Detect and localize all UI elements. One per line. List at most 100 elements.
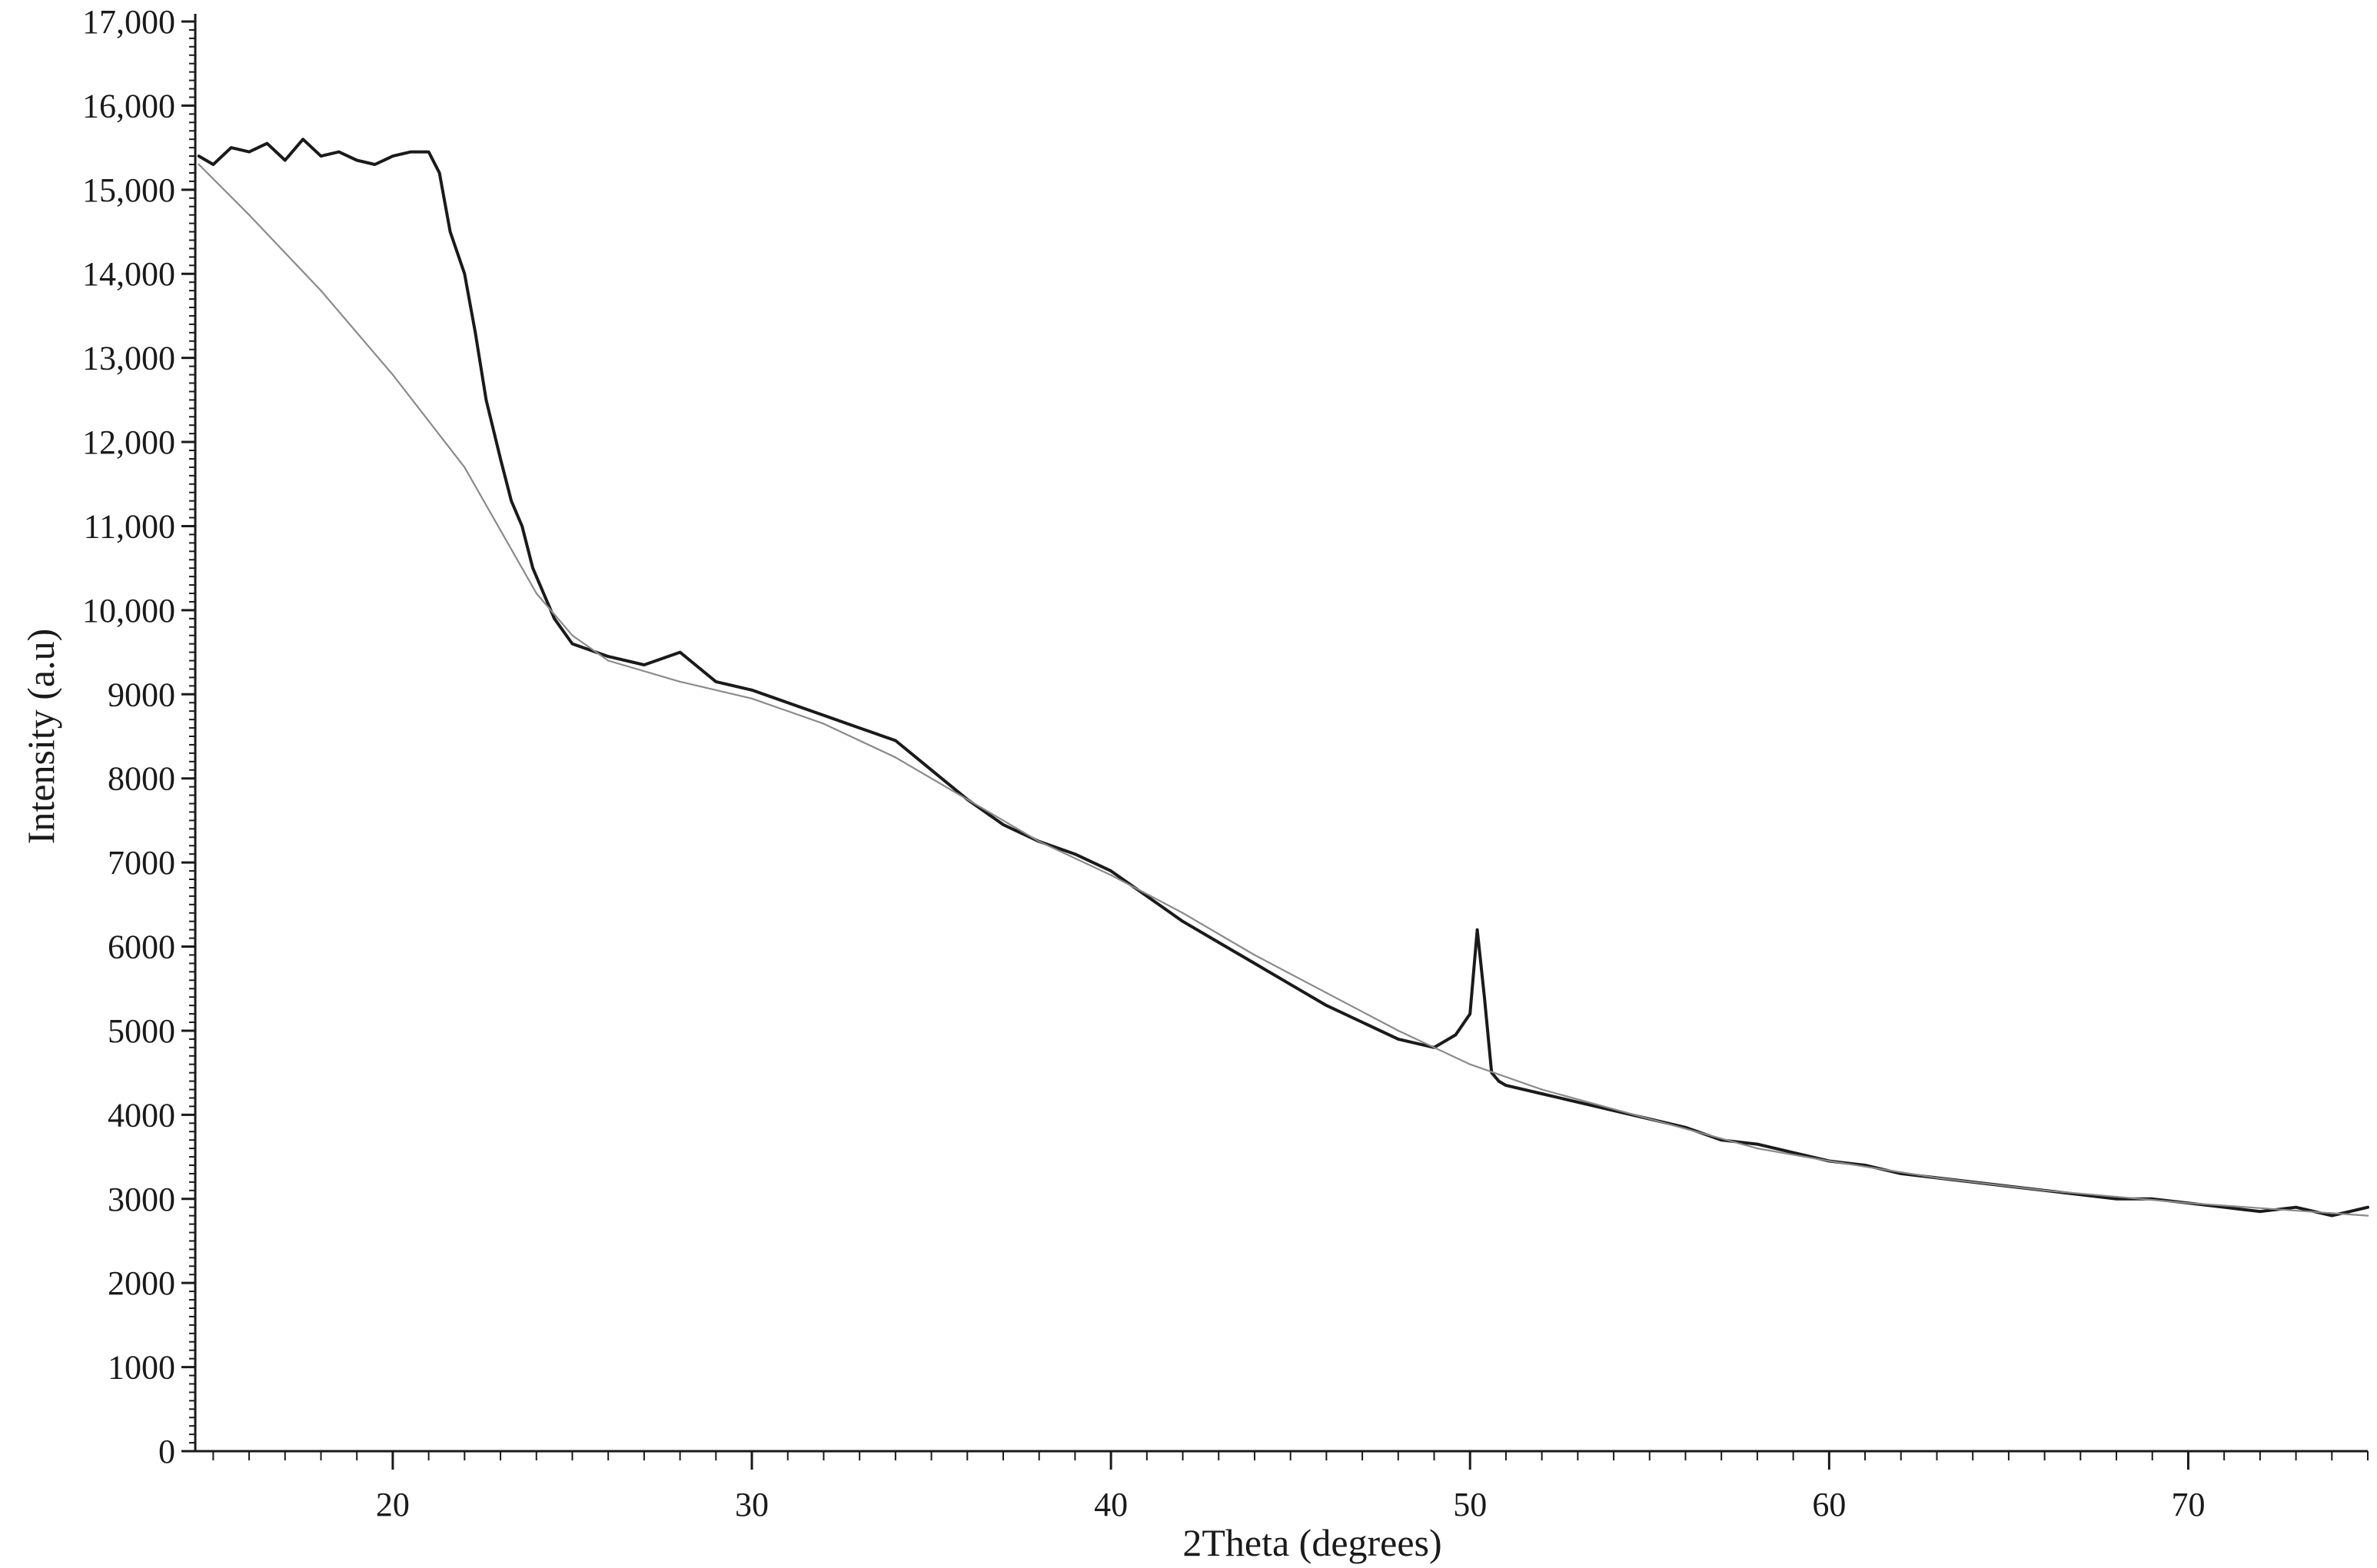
y-tick-label: 0 — [158, 1433, 175, 1470]
axes-layer — [181, 14, 2369, 1470]
x-axis-title: 2Theta (degrees) — [1182, 1521, 1441, 1564]
data-point-measured — [1483, 995, 1486, 998]
series-line-background — [198, 163, 2369, 1217]
y-tick-label: 17,000 — [82, 3, 175, 41]
y-tick-label: 2000 — [108, 1264, 175, 1302]
data-point-measured — [786, 701, 790, 704]
data-point-background — [1828, 1160, 1830, 1162]
data-point-measured — [679, 651, 682, 654]
data-point-measured — [1454, 1033, 1458, 1036]
data-point-background — [464, 466, 466, 469]
data-point-measured — [930, 769, 933, 772]
data-point-measured — [1289, 983, 1292, 986]
data-point-measured — [248, 151, 251, 154]
y-tick-label: 8000 — [108, 760, 175, 798]
x-tick-label: 30 — [735, 1486, 769, 1523]
data-point-measured — [1073, 852, 1076, 855]
data-point-background — [1325, 992, 1328, 994]
data-point-measured — [1217, 941, 1220, 944]
data-point-measured — [1145, 895, 1149, 898]
data-point-background — [571, 634, 573, 636]
data-point-background — [320, 289, 322, 292]
data-point-background — [2366, 1214, 2369, 1217]
data-point-measured — [337, 151, 341, 154]
data-point-measured — [2295, 1206, 2298, 1209]
y-tick-label: 7000 — [108, 844, 175, 882]
data-point-measured — [1498, 1080, 1501, 1083]
data-point-background — [1936, 1177, 1938, 1179]
data-point-measured — [198, 154, 201, 158]
y-tick-label: 9000 — [108, 676, 175, 713]
data-point-background — [391, 374, 394, 376]
data-point-measured — [484, 398, 488, 402]
data-point-measured — [1504, 1084, 1508, 1087]
data-point-measured — [2349, 1210, 2352, 1213]
data-point-measured — [894, 739, 897, 742]
data-point-measured — [1002, 823, 1005, 826]
data-point-measured — [301, 138, 304, 141]
data-point-background — [750, 697, 753, 699]
data-point-measured — [1476, 929, 1479, 932]
data-point-measured — [643, 663, 646, 666]
data-point-measured — [1468, 1012, 1471, 1015]
data-point-measured — [1253, 962, 1256, 965]
x-tick-label: 50 — [1453, 1486, 1487, 1523]
series-line-measured — [197, 138, 2369, 1218]
data-point-background — [1541, 1088, 1543, 1091]
data-point-measured — [858, 726, 861, 729]
data-point-background — [1038, 840, 1040, 843]
data-point-background — [1253, 954, 1256, 956]
data-point-measured — [427, 151, 431, 154]
data-point-measured — [531, 566, 534, 570]
x-tick-label: 40 — [1094, 1486, 1128, 1523]
data-point-measured — [714, 680, 717, 683]
data-point-background — [1756, 1147, 1759, 1150]
data-point-measured — [230, 146, 233, 149]
data-point-background — [679, 680, 681, 683]
series-layer — [197, 138, 2369, 1218]
y-tick-label: 5000 — [108, 1012, 175, 1050]
y-tick-label: 16,000 — [82, 87, 175, 125]
data-point-measured — [750, 689, 753, 692]
y-tick-label: 14,000 — [82, 255, 175, 293]
data-point-measured — [391, 154, 394, 158]
data-point-measured — [2115, 1198, 2118, 1201]
data-point-measured — [542, 592, 545, 595]
data-point-measured — [374, 163, 377, 166]
y-tick-label: 10,000 — [82, 592, 175, 630]
data-point-background — [2043, 1189, 2046, 1192]
data-point-measured — [1361, 1021, 1364, 1024]
data-point-background — [966, 798, 969, 801]
y-tick-label: 6000 — [108, 929, 175, 966]
data-point-measured — [1181, 920, 1185, 923]
y-tick-label: 15,000 — [82, 171, 175, 209]
data-point-measured — [1325, 1004, 1328, 1007]
data-point-measured — [553, 617, 556, 620]
data-point-background — [894, 756, 897, 759]
data-point-measured — [2366, 1206, 2369, 1209]
data-point-background — [1397, 1029, 1400, 1032]
data-point-measured — [607, 655, 610, 658]
y-axis-title: Intensity (a.u) — [19, 629, 62, 844]
x-tick-label: 20 — [376, 1486, 410, 1523]
data-point-background — [1109, 874, 1112, 876]
data-point-measured — [510, 500, 513, 503]
x-tick-label: 60 — [1812, 1486, 1846, 1523]
data-point-measured — [438, 171, 441, 174]
data-point-background — [607, 659, 610, 662]
data-point-measured — [409, 151, 412, 154]
data-point-measured — [319, 154, 323, 158]
data-point-measured — [211, 163, 214, 166]
data-point-measured — [474, 331, 477, 334]
data-point-measured — [2222, 1206, 2226, 1209]
data-point-measured — [355, 158, 358, 162]
data-point-measured — [570, 643, 574, 646]
data-point-measured — [463, 272, 466, 275]
y-tick-label: 3000 — [108, 1181, 175, 1218]
data-point-measured — [1756, 1143, 1759, 1146]
data-point-background — [1469, 1063, 1471, 1065]
y-tick-label: 12,000 — [82, 424, 175, 461]
data-point-measured — [1576, 1101, 1579, 1104]
